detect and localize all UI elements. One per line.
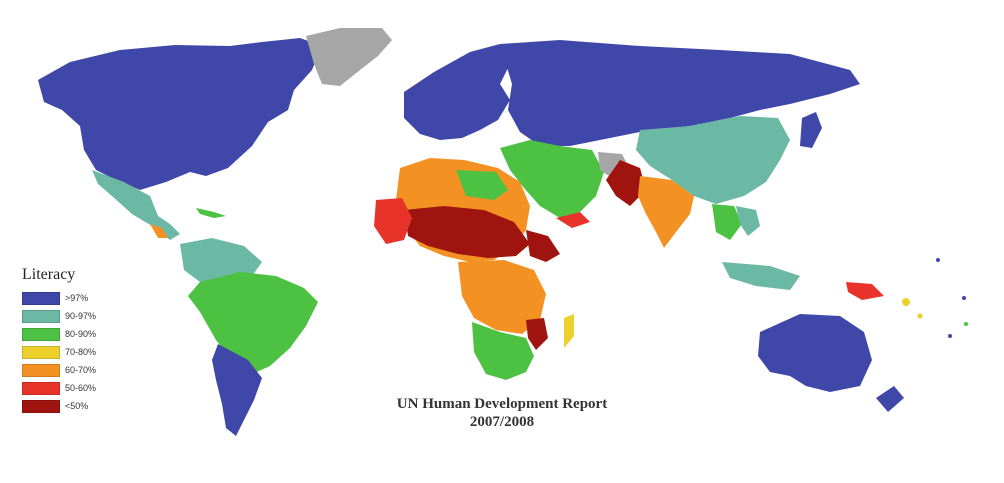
region-indochina <box>736 206 760 236</box>
legend-swatch <box>22 309 60 323</box>
legend-title: Literacy <box>22 266 76 283</box>
region-new-zealand <box>876 386 904 412</box>
legend-item: 90-97% <box>22 308 96 325</box>
region-indonesia <box>722 262 800 290</box>
island-dot <box>948 334 952 338</box>
legend: Literacy >97% 90-97% 80-90% 70-80% 60-70% 50-… <box>22 266 96 416</box>
legend-swatch <box>22 291 60 305</box>
region-greenland <box>306 28 392 86</box>
legend-item: <50% <box>22 398 96 415</box>
island-dot <box>964 322 968 326</box>
region-china <box>636 116 790 204</box>
region-central-america <box>150 224 168 238</box>
region-middle-east <box>500 140 604 218</box>
island-dot <box>902 298 910 306</box>
legend-label: 50-60% <box>65 383 97 394</box>
legend-item: 70-80% <box>22 344 96 361</box>
source-title: UN Human Development Report <box>396 396 608 412</box>
region-central-africa <box>458 260 546 334</box>
legend-item: 60-70% <box>22 362 96 379</box>
legend-label: 90-97% <box>65 311 97 322</box>
region-north-america <box>38 38 322 190</box>
island-dot <box>936 258 940 262</box>
region-russia <box>500 40 860 146</box>
region-libya-egypt <box>456 170 508 200</box>
legend-item: >97% <box>22 290 96 307</box>
region-papua-new-guinea <box>846 282 884 300</box>
legend-item: 50-60% <box>22 380 96 397</box>
region-caribbean <box>196 208 226 218</box>
region-argentina-chile <box>212 344 262 436</box>
region-brazil <box>188 272 318 374</box>
legend-swatch <box>22 327 60 341</box>
region-europe <box>404 44 512 140</box>
region-horn-of-africa <box>526 230 560 262</box>
region-southern-africa <box>472 322 534 380</box>
region-mexico <box>92 170 180 240</box>
region-japan <box>800 112 822 148</box>
region-pakistan-afghanistan <box>606 160 646 206</box>
region-mozambique <box>526 318 548 350</box>
legend-items: >97% 90-97% 80-90% 70-80% 60-70% 50-60% <50% <box>22 290 96 415</box>
source-year: 2007/2008 <box>469 414 535 430</box>
legend-label: 70-80% <box>65 347 97 358</box>
legend-swatch <box>22 381 60 395</box>
legend-item: 80-90% <box>22 326 96 343</box>
region-australia <box>758 314 872 392</box>
island-dot <box>962 296 966 300</box>
region-sahel <box>404 206 530 258</box>
legend-swatch <box>22 345 60 359</box>
region-india <box>638 176 694 248</box>
legend-swatch <box>22 399 60 413</box>
legend-label: 80-90% <box>65 329 97 340</box>
legend-label: >97% <box>65 293 89 304</box>
region-west-africa <box>374 198 412 244</box>
legend-swatch <box>22 363 60 377</box>
region-madagascar <box>564 314 574 348</box>
legend-label: <50% <box>65 401 89 412</box>
island-dot <box>917 313 923 319</box>
region-yemen <box>556 212 590 228</box>
legend-label: 60-70% <box>65 365 97 376</box>
region-southeast-asia <box>712 204 742 240</box>
